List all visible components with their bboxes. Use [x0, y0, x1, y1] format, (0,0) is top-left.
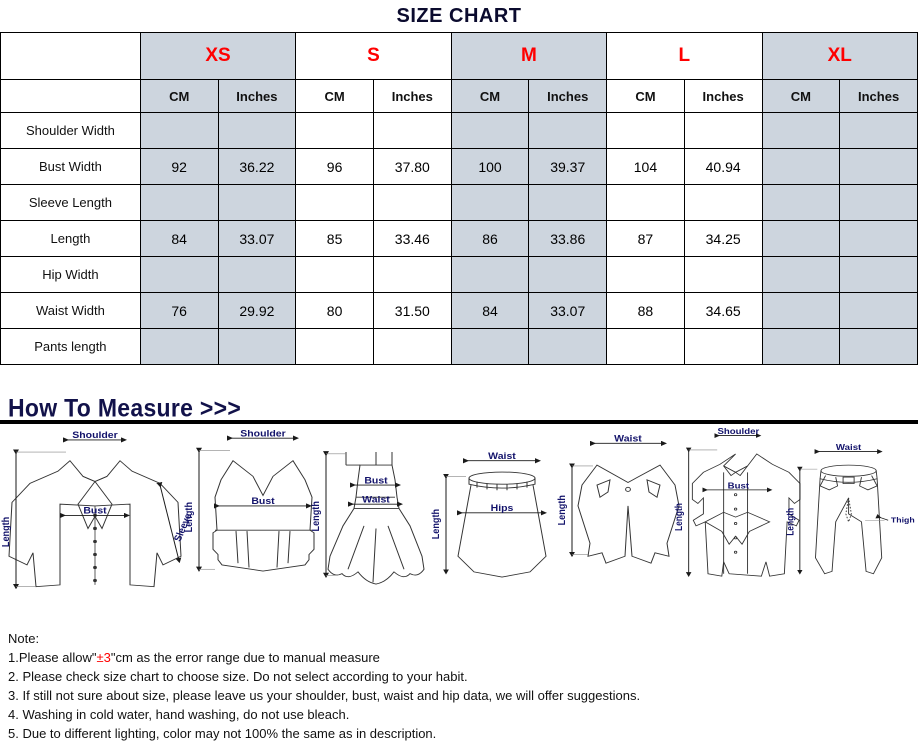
svg-text:Shoulder: Shoulder — [717, 427, 759, 436]
svg-text:Bust: Bust — [251, 497, 275, 507]
svg-text:Hips: Hips — [491, 504, 514, 514]
svg-text:Waist: Waist — [362, 495, 390, 505]
svg-text:Shoulder: Shoulder — [72, 431, 118, 441]
svg-text:Length: Length — [183, 502, 195, 532]
svg-text:Bust: Bust — [83, 506, 107, 516]
svg-text:Length: Length — [310, 501, 322, 531]
svg-text:Length: Length — [785, 508, 796, 536]
svg-text:Waist: Waist — [488, 452, 516, 462]
svg-text:Bust: Bust — [728, 481, 749, 490]
svg-text:Shoulder: Shoulder — [240, 429, 286, 439]
svg-text:Length: Length — [556, 495, 568, 525]
svg-text:Length: Length — [674, 503, 685, 531]
svg-text:Length: Length — [430, 509, 442, 539]
svg-text:Waist: Waist — [836, 443, 861, 452]
svg-text:Waist: Waist — [614, 434, 642, 444]
svg-text:Thigh: Thigh — [891, 516, 915, 524]
svg-text:Bust: Bust — [364, 476, 388, 486]
svg-text:Length: Length — [0, 517, 12, 547]
